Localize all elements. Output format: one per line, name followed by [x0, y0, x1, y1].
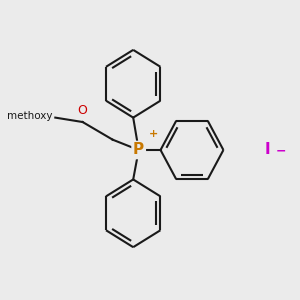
- Text: O: O: [78, 104, 88, 117]
- Text: −: −: [275, 145, 286, 158]
- Text: I: I: [264, 142, 270, 158]
- Text: methoxy: methoxy: [7, 111, 52, 121]
- Text: P: P: [133, 142, 144, 158]
- Text: +: +: [149, 129, 158, 139]
